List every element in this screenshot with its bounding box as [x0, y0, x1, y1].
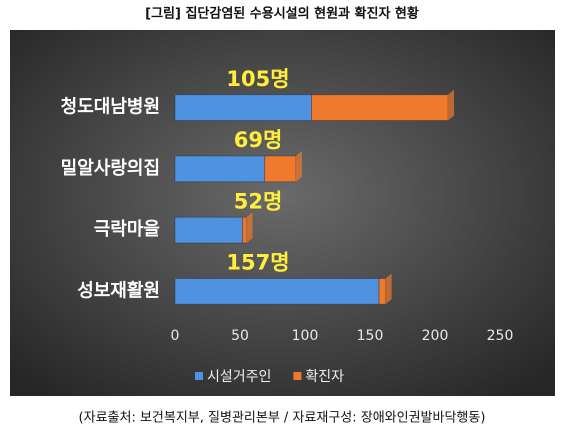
- chart-title: [그림] 집단감염된 수용시설의 현원과 확진자 현황: [145, 6, 419, 22]
- x-tick-label: 50: [231, 328, 249, 344]
- bar-segment: [311, 94, 449, 121]
- bar-depth: [385, 273, 392, 305]
- x-tick-label: 0: [171, 328, 180, 344]
- value-label: 157명: [226, 251, 289, 275]
- x-tick-label: 200: [422, 328, 449, 344]
- plot-background: [10, 30, 555, 396]
- legend-swatch: [293, 372, 302, 380]
- x-tick-label: 250: [487, 328, 514, 344]
- bar-segment: [174, 155, 266, 183]
- legend-label: 확진자: [305, 369, 344, 385]
- bar-depth: [246, 212, 253, 243]
- category-label: 밀알사랑의집: [61, 158, 160, 179]
- legend-swatch: [195, 372, 203, 380]
- bar-segment: [378, 278, 387, 305]
- x-tick-label: 150: [357, 328, 384, 344]
- bar-segment: [174, 216, 244, 244]
- value-label: 105명: [226, 67, 289, 91]
- category-label: 성보재활원: [77, 280, 160, 301]
- bar-segment: [264, 155, 297, 183]
- bar-segment: [174, 278, 380, 305]
- bar-segment: [242, 216, 248, 244]
- bar-segment: [174, 94, 312, 121]
- bar-depth: [448, 89, 454, 121]
- value-label: 69명: [234, 128, 283, 152]
- bar-depth: [295, 151, 302, 182]
- x-tick-label: 100: [292, 328, 319, 344]
- category-label: 극락마을: [94, 219, 160, 240]
- source-note: (자료출처: 보건복지부, 질병관리본부 / 자료재구성: 장애와인권발바닥행동…: [79, 410, 486, 426]
- category-label: 청도대남병원: [61, 97, 160, 118]
- value-label: 52명: [234, 189, 283, 213]
- legend-label: 시설거주인: [207, 369, 271, 385]
